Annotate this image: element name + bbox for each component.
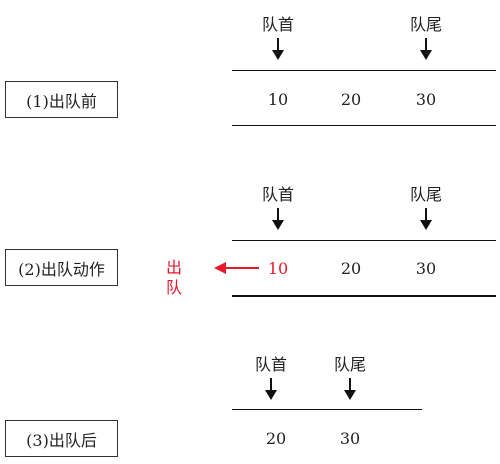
- stage-label: (2)出队动作: [18, 259, 105, 279]
- front-pointer: 队首: [251, 355, 291, 400]
- queue-bottom-line: [232, 295, 496, 297]
- queue-cell: 30: [415, 259, 437, 278]
- queue-cell: 20: [340, 90, 362, 109]
- dequeue-label: 出队: [166, 258, 183, 297]
- rear-pointer: 队尾: [406, 15, 446, 60]
- queue-cell: 30: [339, 429, 361, 448]
- arrow-down-icon: [272, 208, 284, 230]
- queue-cell: 10: [267, 90, 289, 109]
- queue-top-line: [232, 409, 422, 410]
- dequeued-cell: 10: [267, 259, 289, 278]
- rear-label: 队尾: [333, 355, 366, 374]
- arrow-down-icon: [265, 378, 277, 400]
- queue-cell: 30: [415, 90, 437, 109]
- queue-cell: 20: [265, 429, 287, 448]
- stage-label-box: (2)出队动作: [5, 249, 118, 286]
- stage-label: (1)出队前: [26, 91, 97, 111]
- front-label: 队首: [261, 15, 294, 34]
- rear-pointer: 队尾: [330, 355, 370, 400]
- rear-label: 队尾: [409, 15, 442, 34]
- stage-label: (3)出队后: [26, 430, 97, 450]
- queue-cell: 20: [340, 259, 362, 278]
- stage-label-box: (1)出队前: [5, 81, 118, 118]
- stage-label-box: (3)出队后: [5, 420, 118, 457]
- front-pointer: 队首: [258, 15, 298, 60]
- queue-bottom-line: [232, 125, 496, 126]
- arrow-down-icon: [420, 38, 432, 60]
- arrow-down-icon: [344, 378, 356, 400]
- arrow-left-icon: [214, 262, 259, 274]
- arrow-down-icon: [420, 208, 432, 230]
- rear-pointer: 队尾: [406, 185, 446, 230]
- queue-top-line: [232, 240, 496, 241]
- arrow-down-icon: [272, 38, 284, 60]
- rear-label: 队尾: [409, 185, 442, 204]
- queue-top-line: [232, 70, 496, 71]
- front-label: 队首: [254, 355, 287, 374]
- front-label: 队首: [261, 185, 294, 204]
- front-pointer: 队首: [258, 185, 298, 230]
